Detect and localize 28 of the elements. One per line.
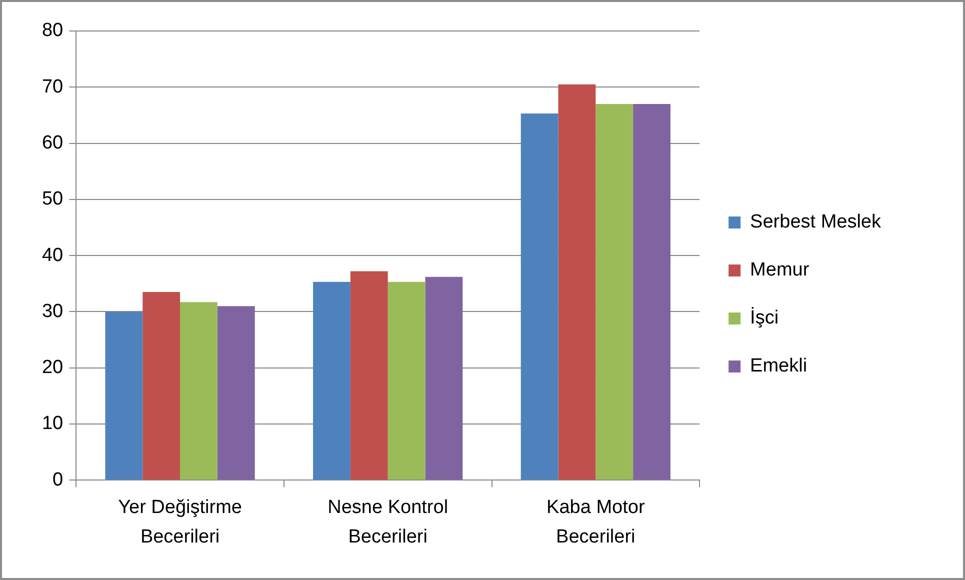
- y-tick-label: 30: [42, 300, 64, 322]
- y-tick-label: 40: [42, 244, 64, 266]
- bar: [596, 104, 634, 480]
- y-tick-label: 80: [42, 20, 64, 42]
- y-tick-label: 20: [42, 357, 64, 378]
- bar: [217, 306, 255, 480]
- legend-label: Serbest Meslek: [750, 212, 882, 233]
- y-tick-label: 0: [52, 469, 64, 490]
- x-tick-label: Nesne Kontrol Becerileri: [328, 497, 448, 548]
- legend-label: Memur: [750, 260, 810, 281]
- bar: [142, 292, 180, 480]
- bar: [425, 276, 463, 480]
- y-tick-label: 70: [42, 76, 64, 98]
- bar: [558, 84, 596, 480]
- bar: [633, 104, 670, 480]
- legend-label: Emekli: [750, 356, 808, 377]
- bar: [105, 312, 143, 480]
- bar: [180, 302, 218, 480]
- y-tick-label: 10: [42, 413, 64, 434]
- y-tick-label: 60: [42, 132, 64, 154]
- bar: [350, 271, 388, 480]
- bar: [520, 114, 558, 480]
- x-tick-label: Yer Değiştirme Becerileri: [118, 497, 242, 548]
- y-tick-label: 50: [42, 188, 64, 210]
- legend-label: İşci: [750, 306, 779, 329]
- bar: [388, 282, 426, 480]
- x-tick-label: Kaba Motor Becerileri: [546, 497, 646, 548]
- bar: [313, 282, 350, 480]
